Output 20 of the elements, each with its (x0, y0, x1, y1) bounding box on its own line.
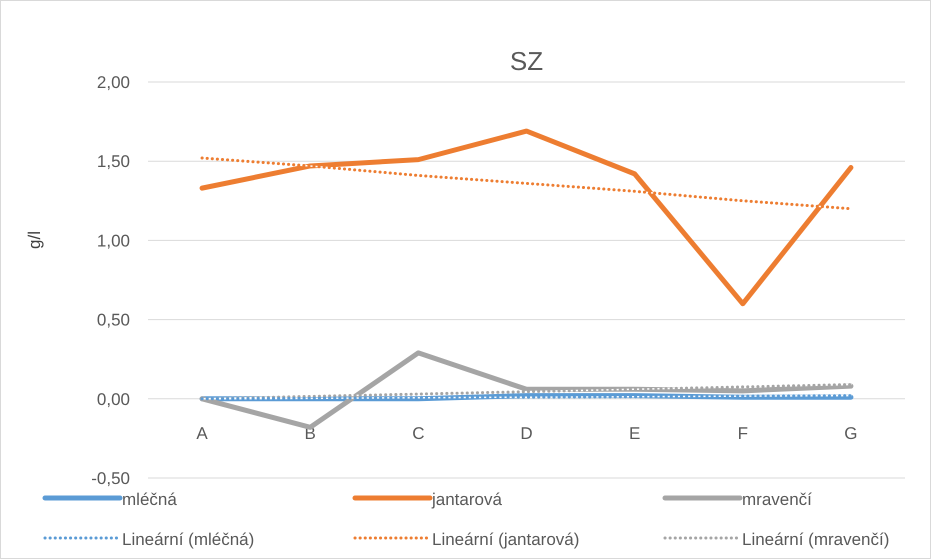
legend-label: Lineární (jantarová) (432, 530, 580, 549)
x-tick-label: C (412, 424, 424, 443)
x-tick-label: D (520, 424, 533, 443)
legend-label: Lineární (mravenčí) (742, 530, 890, 549)
legend-label: jantarová (431, 490, 502, 509)
x-tick-label: G (844, 424, 858, 443)
y-tick-label: 1,50 (96, 152, 130, 172)
y-tick-label: 2,00 (96, 73, 130, 92)
legend-label: mléčná (122, 490, 178, 509)
x-tick-label: F (738, 424, 748, 443)
legend-label: mravenčí (742, 490, 812, 509)
y-tick-label: 0,00 (96, 390, 130, 409)
x-tick-label: E (628, 424, 640, 443)
y-axis-title: g/l (25, 231, 44, 249)
y-tick-label: -0,50 (91, 469, 130, 488)
legend-label: Lineární (mléčná) (122, 530, 254, 549)
x-tick-label: A (196, 424, 208, 443)
y-tick-label: 0,50 (96, 310, 130, 330)
y-tick-label: 1,00 (96, 231, 130, 250)
chart-title: SZ (510, 46, 544, 76)
